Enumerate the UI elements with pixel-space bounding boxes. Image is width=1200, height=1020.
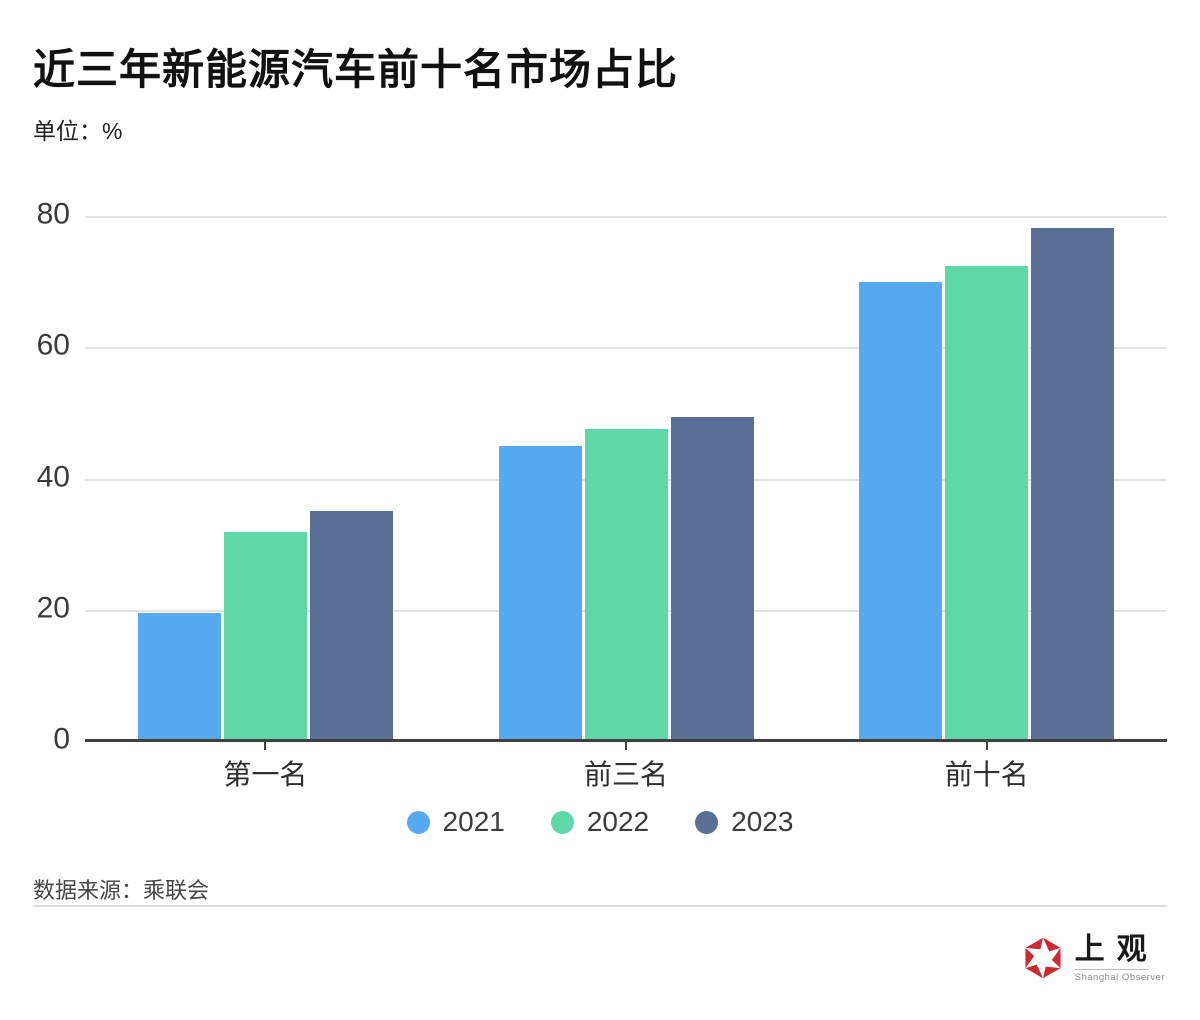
page-title: 近三年新能源汽车前十名市场占比 [33,46,679,93]
y-axis-tick-label: 60 [36,328,70,362]
legend-item-2022: 2022 [550,806,650,838]
bar-group-第一名 [85,216,446,741]
data-source-note: 数据来源：乘联会 [33,878,210,903]
legend-label: 2022 [586,806,650,837]
bar-group-前十名 [806,216,1167,741]
x-axis-tick [625,741,627,750]
bar-series-container [85,216,1167,741]
chart-plot-area: 80 60 40 20 0 [37,197,1167,755]
legend-swatch-2021 [406,810,430,834]
legend-swatch-2023 [695,810,719,834]
bar-2023-前十名 [1031,227,1115,741]
logo-name-en: Shanghai Observer [1074,971,1165,983]
x-axis-label-top10: 前十名 [944,759,1029,790]
x-axis-labels: 第一名 前三名 前十名 [85,753,1167,793]
bar-2021-前十名 [859,281,943,741]
legend-item-2021: 2021 [406,806,505,838]
bar-2022-第一名 [223,531,307,741]
bar-2021-第一名 [137,613,221,741]
chart-legend: 2021 2022 2023 [0,806,1200,838]
gridline-60 [85,347,1167,350]
y-axis-tick-label: 20 [36,591,70,625]
aperture-icon [1025,937,1061,979]
logo-name-cn: 上观 [1074,933,1159,966]
footer-divider [33,905,1167,907]
legend-label: 2023 [731,806,794,837]
y-axis-tick-label: 40 [36,459,70,493]
bar-2022-前十名 [945,265,1029,741]
x-axis-tick [264,741,267,750]
y-axis-tick-label: 80 [36,197,70,231]
gridline-80 [85,216,1167,218]
x-axis-label-rank1: 第一名 [223,759,308,790]
x-axis-line [85,739,1167,742]
bar-2021-前三名 [498,445,582,741]
bar-2023-第一名 [309,510,393,741]
bar-2023-前三名 [670,417,754,741]
legend-item-2023: 2023 [695,806,793,838]
bar-2022-前三名 [584,429,668,741]
y-axis-tick-label: 0 [53,722,70,756]
legend-swatch-2022 [550,810,574,834]
x-axis-tick [985,741,988,750]
logo-rule [1074,968,1149,970]
logo-text-block: 上观 Shanghai Observer [1074,933,1165,983]
brand-logo: 上观 Shanghai Observer [1021,934,1165,983]
bar-group-前三名 [446,216,807,741]
legend-label: 2021 [442,806,505,837]
unit-label: 单位：% [33,118,123,144]
x-axis-label-top3: 前三名 [584,759,669,790]
